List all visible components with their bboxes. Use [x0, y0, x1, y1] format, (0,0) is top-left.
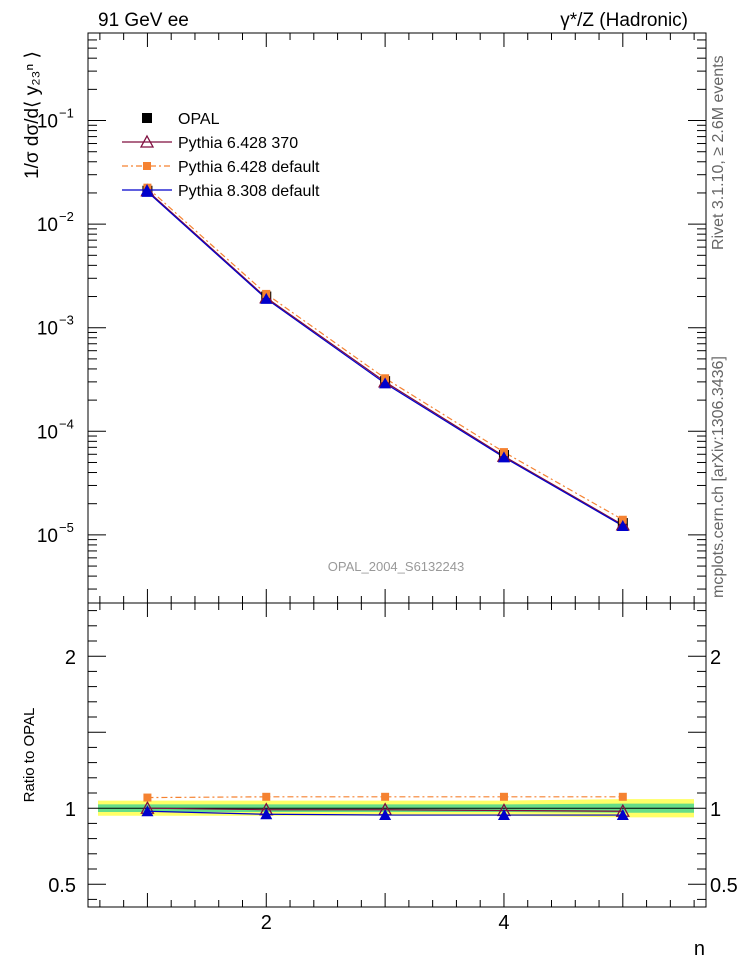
legend-marker-py6_def [143, 162, 151, 170]
series-line-py8_def [147, 191, 624, 527]
ratio-point-py8_def [260, 808, 273, 820]
ratio-y-tick-label: 0.5 [48, 875, 76, 897]
data-point-py8_def [260, 292, 273, 304]
mcplots-reference-label: mcplots.cern.ch [arXiv:1306.3436] [710, 356, 727, 598]
header-right-label: γ*/Z (Hadronic) [560, 10, 688, 31]
ratio-point-py8_def [616, 809, 629, 821]
legend-label-opal: OPAL [178, 111, 220, 128]
series-line-py6_370 [147, 190, 624, 526]
y-tick-label: 10 [37, 422, 58, 443]
y-tick-exponent: −2 [59, 209, 74, 224]
legend-label-py8_def: Pythia 8.308 default [178, 183, 320, 200]
ratio-point-py8_def [497, 809, 510, 821]
ratio-y-tick-label: 2 [65, 647, 76, 669]
y-tick-label: 10 [37, 215, 58, 236]
x-axis-label: n [694, 938, 705, 960]
y-tick-exponent: −3 [59, 313, 74, 328]
data-point-py8_def [497, 451, 510, 463]
ratio-y-tick-label: 1 [65, 799, 76, 821]
ratio-line-py6_def [147, 796, 623, 799]
y-tick-exponent: −1 [59, 106, 74, 121]
y-tick-label: 10 [37, 112, 58, 133]
ratio-y-tick-label-right: 1 [710, 799, 721, 821]
main-y-axis-label: 1/σ dσ/d⟨ y₂₃ⁿ ⟩ [22, 51, 43, 179]
ratio-point-py6_def [262, 792, 271, 801]
x-tick-label: 2 [261, 912, 272, 934]
legend-marker-py6_370 [139, 134, 155, 148]
legend-label-py6_def: Pythia 6.428 default [178, 159, 320, 176]
legend-marker-py8_def [141, 184, 153, 195]
rivet-version-label: Rivet 3.1.10, ≥ 2.6M events [710, 55, 727, 250]
data-point-py6_def [618, 515, 627, 524]
y-tick-exponent: −5 [59, 520, 74, 535]
ratio-point-py8_def [379, 809, 392, 821]
ratio-frame [87, 602, 707, 908]
ratio-point-py8_def [141, 805, 154, 817]
series-line-py6_def [147, 187, 624, 521]
y-tick-label: 10 [37, 526, 58, 547]
header-left-label: 91 GeV ee [98, 10, 189, 31]
ratio-point-py6_def [143, 793, 152, 802]
legend-label-py6_370: Pythia 6.428 370 [178, 135, 298, 152]
legend: OPAL Pythia 6.428 370 Pythia 6.428 default… [122, 111, 320, 200]
legend-marker-opal [142, 113, 152, 123]
data-point-py8_def [379, 377, 392, 389]
ratio-y-axis-label: Ratio to OPAL [21, 708, 38, 803]
ratio-point-py6_def [499, 792, 508, 801]
ratio-panel: 0.5 0.5 1 1 2 2 2 4 [48, 602, 738, 934]
y-tick-label: 10 [37, 319, 58, 340]
data-point-py8_def [616, 519, 629, 531]
y-tick-exponent: −4 [59, 416, 74, 431]
ratio-point-py6_def [381, 792, 390, 801]
ratio-y-tick-label-right: 2 [710, 647, 721, 669]
analysis-watermark: OPAL_2004_S6132243 [328, 559, 464, 574]
ratio-y-tick-label-right: 0.5 [710, 875, 738, 897]
x-tick-label: 4 [498, 912, 509, 934]
ratio-point-py6_def [618, 792, 627, 801]
